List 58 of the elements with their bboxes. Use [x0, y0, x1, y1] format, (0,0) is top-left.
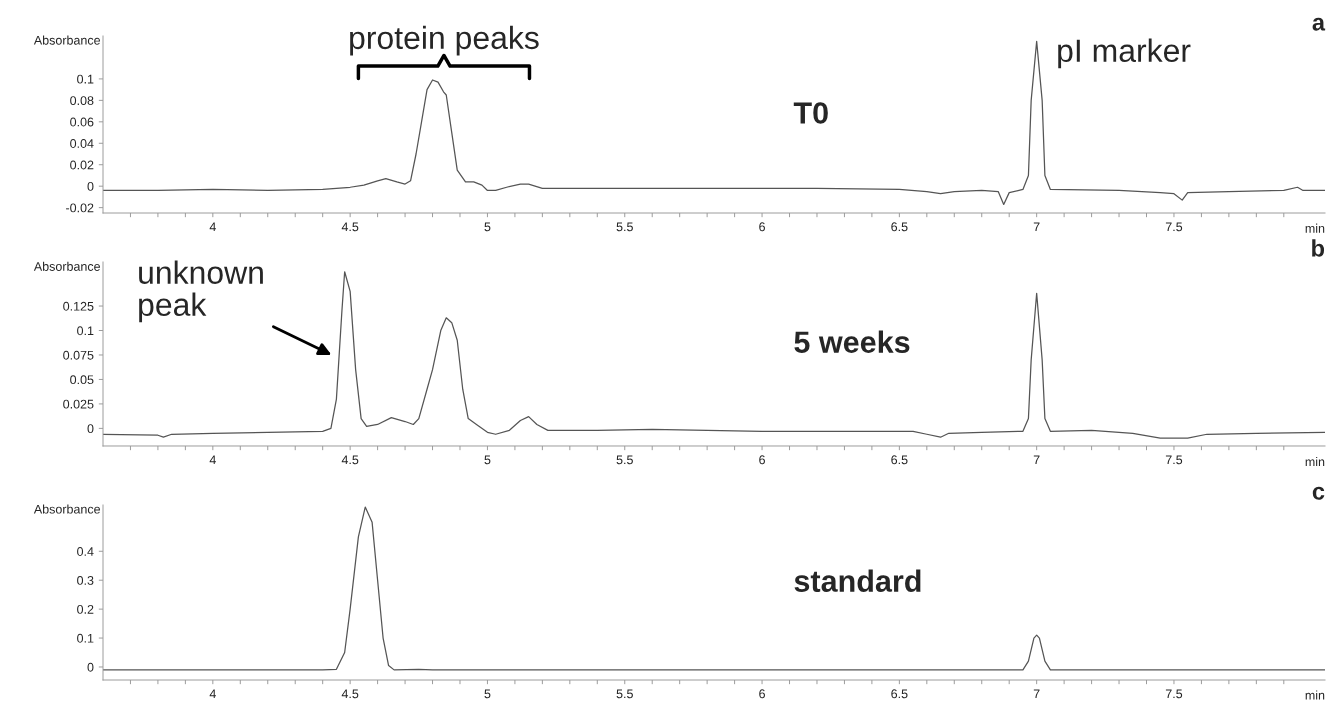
x-tick-label: 6 — [759, 455, 765, 465]
y-tick-label: 0.075 — [63, 350, 94, 360]
x-axis-title: min — [1305, 457, 1325, 467]
x-tick-label: 7 — [1033, 222, 1040, 232]
y-tick-label: -0.02 — [66, 203, 94, 213]
y-tick-label: 0 — [87, 424, 94, 434]
x-tick-label: 4 — [209, 455, 216, 465]
y-tick-label: 0.4 — [77, 547, 94, 556]
y-axis-title: Absorbance — [33, 261, 101, 271]
x-tick-label: 4 — [209, 222, 216, 232]
annotation: pI marker — [1058, 38, 1191, 69]
x-tick-label: 4 — [209, 689, 216, 699]
chart-title: b — [1312, 239, 1325, 257]
x-tick-label: 5.5 — [616, 455, 633, 465]
y-tick-label: 0.1 — [77, 74, 94, 84]
x-tick-label: 5 — [484, 222, 491, 232]
y-tick-label: 0.025 — [63, 399, 94, 409]
x-tick-label: 4.5 — [341, 455, 359, 465]
x-tick-label: 6.5 — [891, 455, 908, 465]
x-tick-label: 5 — [484, 455, 491, 465]
y-tick-label: 0 — [87, 181, 94, 191]
x-tick-label: 6.5 — [891, 222, 908, 232]
y-tick-label: 0.05 — [70, 375, 94, 385]
x-tick-label: 7 — [1033, 689, 1040, 699]
annotation: unknown peak — [139, 260, 263, 323]
chart-title: c — [1312, 486, 1325, 500]
chart-title: a — [1312, 17, 1326, 31]
y-tick-label: 0.02 — [70, 160, 94, 170]
x-axis-title: min — [1305, 223, 1325, 233]
x-tick-label: 4.5 — [341, 222, 359, 232]
x-tick-label: 7.5 — [1165, 455, 1183, 465]
x-tick-label: 4.5 — [341, 689, 359, 699]
y-tick-label: 0.06 — [70, 117, 94, 127]
line-series — [103, 506, 1325, 671]
y-tick-label: 0.04 — [70, 139, 94, 148]
annotation: standard — [794, 569, 921, 592]
y-tick-label: 0.2 — [77, 604, 94, 614]
y-tick-label: 0 — [87, 662, 94, 672]
y-tick-label: 0.3 — [77, 576, 94, 585]
y-tick-label: 0.08 — [70, 96, 94, 106]
x-tick-label: 7.5 — [1165, 689, 1183, 699]
y-axis-title: Absorbance — [33, 504, 101, 514]
annotation: T0 — [793, 102, 828, 124]
x-axis-title: min — [1305, 690, 1325, 700]
x-tick-label: 6 — [759, 689, 765, 699]
y-tick-label: 0.125 — [63, 301, 94, 311]
y-axis-title: Absorbance — [33, 35, 101, 45]
y-tick-label: 0.1 — [77, 633, 94, 643]
x-tick-label: 5.5 — [616, 222, 633, 232]
x-tick-label: 5.5 — [616, 689, 633, 699]
x-tick-label: 7 — [1033, 455, 1040, 465]
x-tick-label: 5 — [484, 689, 491, 699]
x-tick-label: 6.5 — [891, 689, 908, 699]
annotation: 5 weeks — [794, 330, 910, 353]
annotation: protein peaks — [350, 25, 539, 56]
x-tick-label: 6 — [759, 222, 765, 232]
x-tick-label: 7.5 — [1165, 222, 1183, 232]
y-tick-label: 0.1 — [77, 326, 94, 336]
